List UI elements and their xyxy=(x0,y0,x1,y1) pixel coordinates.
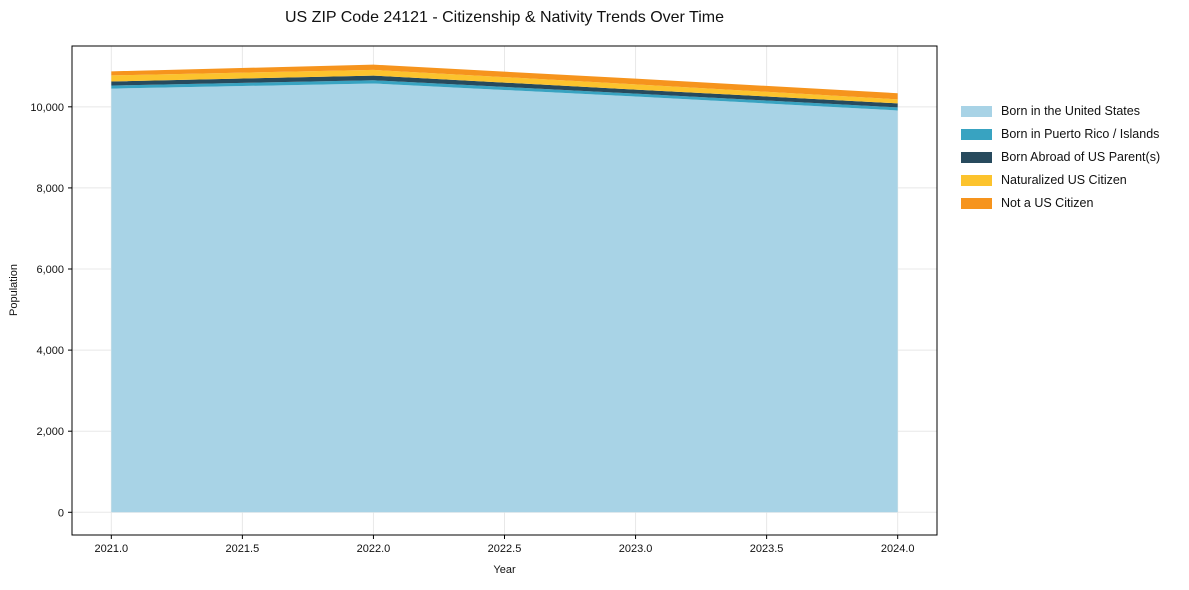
legend-swatch xyxy=(961,151,992,163)
legend-label: Naturalized US Citizen xyxy=(1001,173,1127,187)
x-tick-label: 2023.0 xyxy=(619,543,653,555)
legend-swatch xyxy=(961,197,992,209)
legend-item: Not a US Citizen xyxy=(961,196,1160,210)
chart-title: US ZIP Code 24121 - Citizenship & Nativi… xyxy=(285,9,724,26)
x-axis-title: Year xyxy=(493,564,516,576)
legend-label: Born in Puerto Rico / Islands xyxy=(1001,127,1160,141)
legend: Born in the United States Born in Puerto … xyxy=(961,104,1160,219)
legend-label: Born in the United States xyxy=(1001,104,1140,118)
x-tick-label: 2021.0 xyxy=(94,543,128,555)
legend-swatch xyxy=(961,128,992,140)
legend-swatch xyxy=(961,105,992,117)
x-tick-label: 2024.0 xyxy=(881,543,915,555)
legend-item: Born in Puerto Rico / Islands xyxy=(961,127,1160,141)
legend-swatch xyxy=(961,174,992,186)
y-tick-label: 6,000 xyxy=(36,264,64,276)
legend-item: Born Abroad of US Parent(s) xyxy=(961,150,1160,164)
y-tick-label: 4,000 xyxy=(36,345,64,357)
y-tick-label: 2,000 xyxy=(36,426,64,438)
legend-label: Born Abroad of US Parent(s) xyxy=(1001,150,1161,164)
y-tick-label: 0 xyxy=(58,507,64,519)
legend-item: Naturalized US Citizen xyxy=(961,173,1160,187)
legend-item: Born in the United States xyxy=(961,104,1160,118)
legend-label: Not a US Citizen xyxy=(1001,196,1094,210)
y-tick-label: 10,000 xyxy=(30,102,64,114)
area-series-0 xyxy=(111,83,898,513)
x-tick-label: 2022.5 xyxy=(488,543,522,555)
y-tick-label: 8,000 xyxy=(36,183,64,195)
x-tick-label: 2023.5 xyxy=(750,543,784,555)
x-tick-label: 2021.5 xyxy=(226,543,260,555)
x-tick-label: 2022.0 xyxy=(357,543,391,555)
